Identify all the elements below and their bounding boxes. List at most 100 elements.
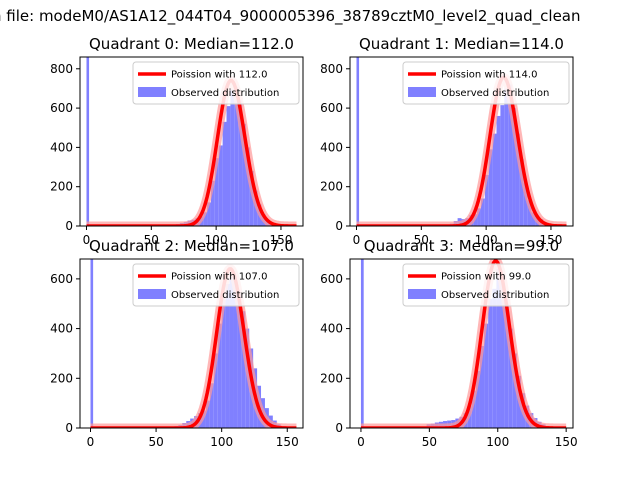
y-tick-label: 200	[320, 371, 343, 385]
legend-label-observed: Observed distribution	[171, 290, 279, 301]
histogram-bar	[500, 105, 505, 226]
x-tick-label: 100	[486, 435, 509, 449]
subplot-1: 0 50 100 150 0 200 400 600 800 Quadrant 1: Median…	[320, 35, 574, 247]
histogram-bar	[230, 89, 235, 226]
histogram-bar	[484, 174, 489, 226]
legend-box	[132, 61, 300, 105]
histogram-zero-spike	[90, 259, 94, 428]
histogram-bar	[531, 212, 536, 226]
subplot-title: Quadrant 3: Median=99.0	[364, 237, 559, 255]
y-tick-label: 0	[65, 219, 73, 233]
histogram-bar	[484, 323, 489, 428]
histogram-bar	[504, 303, 509, 428]
x-tick-label: 150	[540, 233, 563, 247]
legend-bar-swatch	[408, 289, 436, 299]
histogram-bar	[218, 145, 223, 226]
histogram-bar	[203, 212, 208, 226]
y-tick-label: 600	[320, 101, 343, 115]
histogram-bar	[488, 298, 493, 428]
histogram-bar	[205, 400, 210, 428]
histogram-bar	[515, 133, 520, 226]
histogram-bar	[249, 170, 254, 226]
histogram-bar	[512, 108, 516, 226]
x-tick-label: 0	[83, 233, 91, 247]
y-tick-label: 200	[50, 180, 73, 194]
legend-label-poisson: Poission with 107.0	[171, 272, 267, 283]
x-tick-label: 100	[210, 435, 233, 449]
histogram-bar	[500, 278, 505, 428]
legend-label-poisson: Poission with 114.0	[441, 70, 537, 81]
x-tick-label: 150	[276, 435, 299, 449]
histogram-bar	[233, 281, 238, 428]
y-tick-label: 600	[50, 272, 73, 286]
histogram-bar	[477, 208, 481, 226]
x-tick-label: 0	[87, 435, 95, 449]
x-tick-label: 0	[357, 435, 365, 449]
subplot-2: 0 50 100 150 0 200 400 600 Quadrant 2: Median=10…	[50, 237, 304, 449]
histogram-bar	[209, 383, 214, 428]
y-tick-label: 400	[50, 140, 73, 154]
axes-frame	[349, 56, 574, 227]
x-tick-label: 150	[555, 435, 578, 449]
plot-area	[357, 259, 570, 428]
legend-box	[402, 61, 570, 105]
x-tick-label: 150	[270, 233, 293, 247]
histogram-bar	[241, 311, 246, 428]
subplot-title: Quadrant 2: Median=107.0	[89, 237, 294, 255]
y-tick-label: 800	[50, 62, 73, 76]
histogram-bar	[508, 328, 513, 428]
histogram-bar	[237, 293, 242, 428]
plot-area	[83, 57, 300, 226]
poisson-curve	[86, 78, 297, 226]
histogram-bar	[245, 147, 250, 226]
axes-frame	[349, 258, 574, 429]
poisson-curve	[90, 267, 297, 428]
histogram-zero-spike	[360, 259, 364, 428]
subplot-3: 0 50 100 150 0 200 400 600 Quadrant 3: Median=99…	[320, 237, 578, 449]
histogram-bar	[210, 180, 215, 226]
y-tick-label: 0	[335, 219, 343, 233]
histogram-bar	[504, 88, 509, 226]
legend-label-poisson: Poission with 112.0	[171, 70, 267, 81]
y-tick-label: 800	[320, 62, 343, 76]
legend-bar-swatch	[408, 87, 436, 97]
y-tick-label: 200	[320, 180, 343, 194]
histogram-bar	[242, 123, 246, 226]
y-tick-label: 200	[50, 371, 73, 385]
histogram-zero-spike	[356, 57, 360, 226]
histogram-bar	[479, 345, 485, 428]
histogram-bar	[207, 202, 211, 226]
histogram-bar	[214, 158, 219, 226]
histogram-bar	[221, 298, 226, 428]
histogram-bar	[234, 87, 239, 226]
legend-box	[402, 263, 570, 307]
legend-label-poisson: Poission with 99.0	[441, 272, 531, 283]
histogram-bar	[201, 410, 206, 428]
histogram-bar	[226, 106, 231, 226]
subplot-title: Quadrant 0: Median=112.0	[89, 35, 294, 53]
legend-label-observed: Observed distribution	[171, 88, 279, 99]
histogram-bar	[217, 323, 222, 428]
histogram-bar	[496, 115, 501, 226]
y-tick-label: 600	[320, 272, 343, 286]
histogram-bar	[492, 288, 497, 428]
legend-label-observed: Observed distribution	[441, 88, 549, 99]
y-tick-label: 400	[320, 322, 343, 336]
plot-area	[87, 259, 300, 428]
histogram-bar	[519, 159, 524, 226]
histogram-bar	[225, 283, 230, 428]
histogram-bar	[523, 182, 528, 226]
legend-label-observed: Observed distribution	[441, 290, 549, 301]
histogram-bar	[512, 353, 517, 428]
subplot-title: Quadrant 1: Median=114.0	[359, 35, 564, 53]
legend-bar-swatch	[138, 87, 166, 97]
histogram-bar	[222, 121, 227, 226]
y-tick-label: 600	[50, 101, 73, 115]
poisson-curve	[360, 259, 567, 428]
legend-box	[132, 263, 300, 307]
y-tick-label: 0	[65, 421, 73, 435]
legend-bar-swatch	[138, 289, 166, 299]
histogram-bar	[488, 149, 493, 226]
histogram-bar	[508, 84, 513, 226]
